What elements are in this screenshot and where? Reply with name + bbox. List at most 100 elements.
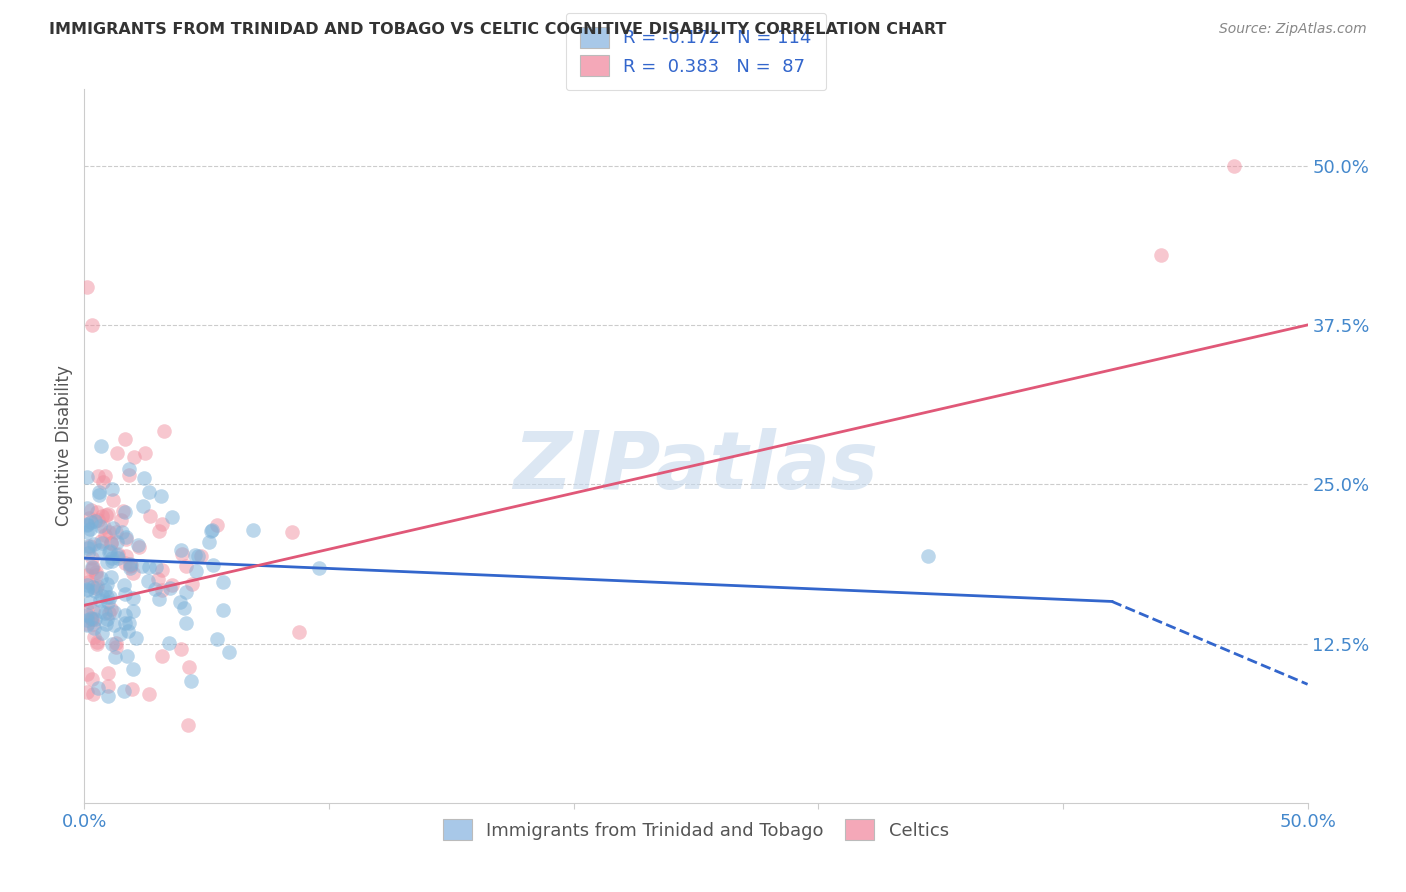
Point: [79, 539, 101, 553]
Point: [180, 673, 202, 688]
Point: [76, 516, 98, 531]
Point: [157, 636, 180, 650]
Point: [114, 549, 136, 564]
Point: [76, 618, 98, 632]
Y-axis label: Cognitive Disability: Cognitive Disability: [55, 366, 73, 526]
Point: [118, 557, 141, 571]
Point: [80, 611, 103, 625]
Point: [83, 630, 105, 644]
Point: [89, 593, 111, 607]
Point: [121, 662, 143, 676]
Point: [80, 612, 103, 626]
Point: [138, 687, 160, 701]
Point: [87, 468, 110, 483]
Point: [145, 559, 167, 574]
Point: [100, 536, 122, 550]
Point: [917, 549, 939, 563]
Point: [150, 516, 173, 531]
Point: [90, 571, 112, 585]
Point: [83, 537, 105, 551]
Point: [103, 605, 125, 619]
Point: [94, 606, 117, 620]
Point: [87, 513, 110, 527]
Point: [180, 577, 202, 591]
Point: [174, 615, 197, 630]
Point: [134, 446, 156, 460]
Point: [114, 615, 136, 630]
Point: [76, 616, 98, 631]
Point: [1150, 248, 1173, 262]
Point: [179, 660, 201, 674]
Point: [118, 616, 141, 631]
Point: [76, 575, 98, 590]
Point: [94, 617, 117, 632]
Point: [160, 578, 183, 592]
Point: [100, 554, 122, 568]
Point: [212, 603, 235, 617]
Point: [104, 640, 127, 654]
Point: [97, 679, 120, 693]
Point: [184, 548, 207, 562]
Point: [90, 604, 112, 618]
Point: [79, 522, 101, 536]
Point: [104, 650, 127, 665]
Point: [170, 542, 193, 557]
Point: [93, 520, 115, 534]
Point: [108, 627, 131, 641]
Point: [111, 504, 134, 518]
Point: [105, 636, 128, 650]
Point: [76, 524, 98, 539]
Point: [97, 544, 120, 558]
Point: [205, 518, 228, 533]
Point: [190, 549, 212, 563]
Point: [100, 602, 122, 616]
Point: [101, 521, 124, 535]
Point: [94, 528, 117, 542]
Point: [90, 589, 112, 603]
Point: [112, 683, 135, 698]
Point: [136, 574, 159, 588]
Point: [101, 482, 124, 496]
Point: [87, 485, 110, 500]
Point: [76, 603, 98, 617]
Point: [98, 606, 121, 620]
Point: [76, 541, 98, 555]
Point: [170, 641, 193, 656]
Point: [101, 551, 124, 566]
Point: [91, 625, 114, 640]
Point: [105, 446, 128, 460]
Point: [148, 524, 170, 538]
Point: [77, 546, 100, 560]
Point: [96, 591, 118, 605]
Point: [76, 517, 98, 532]
Point: [84, 582, 107, 596]
Point: [153, 424, 176, 438]
Point: [131, 559, 153, 574]
Point: [138, 484, 160, 499]
Point: [76, 539, 98, 553]
Point: [139, 509, 162, 524]
Point: [76, 613, 98, 627]
Point: [76, 582, 98, 596]
Point: [174, 585, 197, 599]
Point: [117, 467, 139, 482]
Point: [110, 513, 132, 527]
Point: [98, 543, 121, 558]
Point: [98, 590, 121, 604]
Point: [83, 612, 105, 626]
Point: [177, 718, 200, 732]
Point: [169, 595, 191, 609]
Point: [96, 612, 118, 626]
Point: [148, 591, 170, 606]
Point: [201, 523, 224, 537]
Point: [76, 470, 98, 484]
Point: [125, 632, 148, 646]
Point: [145, 582, 167, 596]
Point: [114, 607, 136, 622]
Point: [89, 519, 111, 533]
Point: [122, 604, 145, 618]
Point: [96, 577, 118, 591]
Point: [200, 524, 222, 538]
Point: [86, 505, 108, 519]
Point: [114, 505, 136, 519]
